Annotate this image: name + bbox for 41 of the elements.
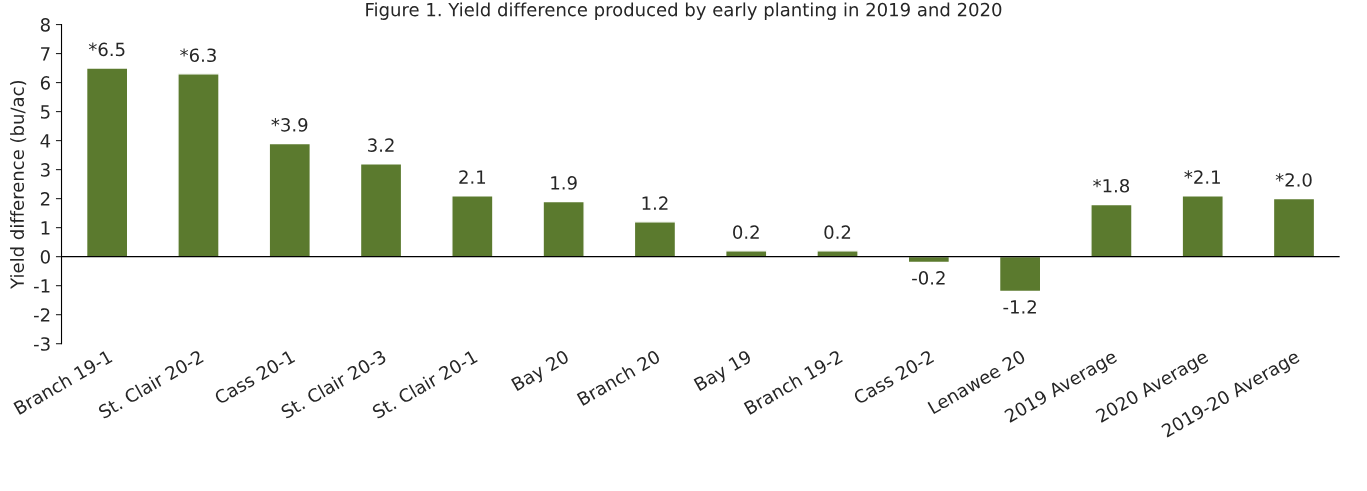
bar [451,195,494,258]
bar [177,73,220,258]
x-tick-label: Bay 19 [693,349,754,395]
data-label: 1.2 [642,196,668,210]
x-tick-label: Bay 20 [510,349,572,395]
data-label: *3.9 [271,118,308,132]
bar [542,200,585,258]
y-tick-label: 7 [41,47,50,61]
data-label: *2.1 [1184,170,1220,184]
y-tick-label: -3 [33,337,50,351]
data-label: 2.1 [459,170,486,184]
bar [633,221,677,258]
y-tick-label: 2 [40,192,50,206]
bar [1181,195,1224,258]
y-tick-label: 3 [40,163,50,177]
data-label: *1.8 [1093,178,1130,193]
y-tick-label: 6 [40,76,50,90]
data-label: *2.0 [1275,173,1312,187]
y-axis-title: Yield difference (bu/ac) [10,80,27,289]
data-label: 0.2 [733,225,759,240]
chart-title: Figure 1. Yield difference produced by early planting in 2019 and 2020 [366,2,1002,20]
bar [1090,203,1133,258]
data-label: 1.9 [551,176,577,190]
bar [359,163,403,258]
y-tick-label: -1 [33,279,50,293]
data-label: 0.2 [824,225,851,240]
bar [1272,197,1316,258]
y-tick-label: 1 [41,221,50,235]
data-label: -0.2 [912,271,945,285]
y-tick-label: 5 [41,105,50,119]
data-label: -1.2 [1003,300,1036,314]
data-label: *6.5 [88,42,125,57]
data-label: 3.2 [368,138,394,152]
y-tick-label: 0 [40,250,50,264]
y-tick-label: -2 [33,308,50,322]
y-tick-label: 8 [40,18,50,32]
bar [85,67,129,258]
bar [268,142,311,258]
y-tick-label: 4 [40,134,51,148]
data-label: *6.3 [180,48,216,63]
bar [998,255,1042,293]
